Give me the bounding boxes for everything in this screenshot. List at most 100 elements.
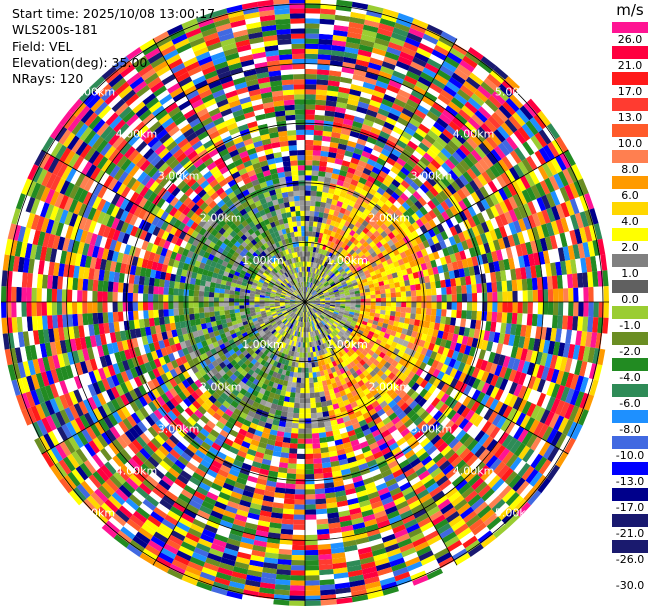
velocity-gate <box>354 274 361 280</box>
velocity-gate <box>360 172 370 181</box>
velocity-gate <box>536 225 545 240</box>
velocity-gate <box>310 277 313 283</box>
velocity-gate <box>399 112 412 123</box>
velocity-gate <box>347 31 362 40</box>
velocity-gate <box>445 208 455 219</box>
velocity-gate <box>456 310 462 319</box>
velocity-gate <box>308 295 314 299</box>
velocity-gate <box>384 199 394 208</box>
velocity-gate <box>298 362 302 368</box>
velocity-gate <box>356 257 363 264</box>
velocity-gate <box>389 283 396 289</box>
velocity-gate <box>328 252 333 259</box>
velocity-gate <box>410 290 417 297</box>
velocity-gate <box>305 489 316 495</box>
velocity-gate <box>362 24 379 33</box>
velocity-gate <box>531 313 538 327</box>
velocity-gate <box>368 267 375 274</box>
velocity-gate <box>329 204 337 211</box>
velocity-gate <box>352 282 358 287</box>
velocity-gate <box>493 260 501 272</box>
velocity-gate <box>326 229 333 236</box>
velocity-gate <box>484 231 493 243</box>
velocity-gate <box>454 113 468 125</box>
velocity-gate <box>578 302 584 317</box>
velocity-gate <box>363 285 370 290</box>
velocity-gate <box>471 310 477 320</box>
velocity-gate <box>433 273 441 282</box>
velocity-gate <box>314 114 325 121</box>
velocity-gate <box>461 293 468 302</box>
velocity-gate <box>334 14 351 22</box>
velocity-gate <box>345 41 360 50</box>
velocity-gate <box>379 285 386 291</box>
velocity-gate <box>383 161 394 171</box>
velocity-gate <box>396 297 402 302</box>
velocity-gate <box>439 65 454 77</box>
velocity-gate <box>343 51 358 60</box>
velocity-gate <box>434 242 443 252</box>
velocity-gate <box>310 272 313 278</box>
velocity-gate <box>448 194 458 206</box>
velocity-gate <box>371 274 378 281</box>
velocity-gate <box>488 240 496 253</box>
velocity-gate <box>573 287 579 302</box>
velocity-gate <box>585 256 593 273</box>
velocity-gate <box>305 215 310 221</box>
velocity-gate <box>440 200 450 211</box>
velocity-gate <box>423 115 436 126</box>
velocity-gate <box>376 219 384 227</box>
velocity-gate <box>501 139 514 154</box>
velocity-gate <box>354 64 368 72</box>
velocity-gate <box>349 242 356 250</box>
velocity-gate <box>500 248 509 260</box>
velocity-gate <box>451 72 466 85</box>
velocity-gate <box>429 106 442 118</box>
velocity-gate <box>296 458 305 465</box>
velocity-gate <box>593 286 599 302</box>
velocity-gate <box>570 214 580 230</box>
velocity-gate <box>526 155 538 171</box>
velocity-gate <box>485 135 498 149</box>
velocity-gate <box>315 274 319 280</box>
velocity-gate <box>305 544 318 551</box>
velocity-gate <box>468 266 476 276</box>
velocity-gate <box>390 306 397 312</box>
velocity-gate <box>347 271 354 277</box>
velocity-gate <box>472 302 478 311</box>
velocity-gate <box>438 132 451 144</box>
velocity-gate <box>432 226 441 236</box>
velocity-gate <box>445 218 454 229</box>
velocity-gate <box>397 89 411 99</box>
velocity-gate <box>495 249 504 261</box>
velocity-gate <box>366 276 373 282</box>
velocity-gate <box>527 98 542 114</box>
velocity-gate <box>316 281 321 287</box>
velocity-gate <box>430 281 436 289</box>
velocity-gate <box>433 44 450 57</box>
velocity-gate <box>440 279 447 288</box>
velocity-gate <box>305 48 319 55</box>
velocity-gate <box>388 152 399 162</box>
velocity-gate <box>305 474 315 480</box>
velocity-gate <box>337 91 350 99</box>
velocity-gate <box>529 117 543 133</box>
velocity-gate <box>305 585 321 591</box>
velocity-gate <box>472 293 478 302</box>
velocity-gate <box>305 549 319 556</box>
velocity-gate <box>395 233 403 242</box>
velocity-gate <box>312 273 316 279</box>
velocity-gate <box>412 150 423 161</box>
velocity-gate <box>386 46 402 56</box>
velocity-gate <box>583 302 589 317</box>
velocity-gate <box>486 311 493 322</box>
velocity-gate <box>521 158 534 173</box>
velocity-gate <box>360 298 366 302</box>
velocity-gate <box>456 188 467 200</box>
velocity-gate <box>336 283 342 288</box>
velocity-gate <box>436 69 452 81</box>
velocity-gate <box>326 276 332 282</box>
velocity-gate <box>424 222 433 232</box>
velocity-gate <box>491 250 499 262</box>
velocity-gate <box>595 255 603 272</box>
